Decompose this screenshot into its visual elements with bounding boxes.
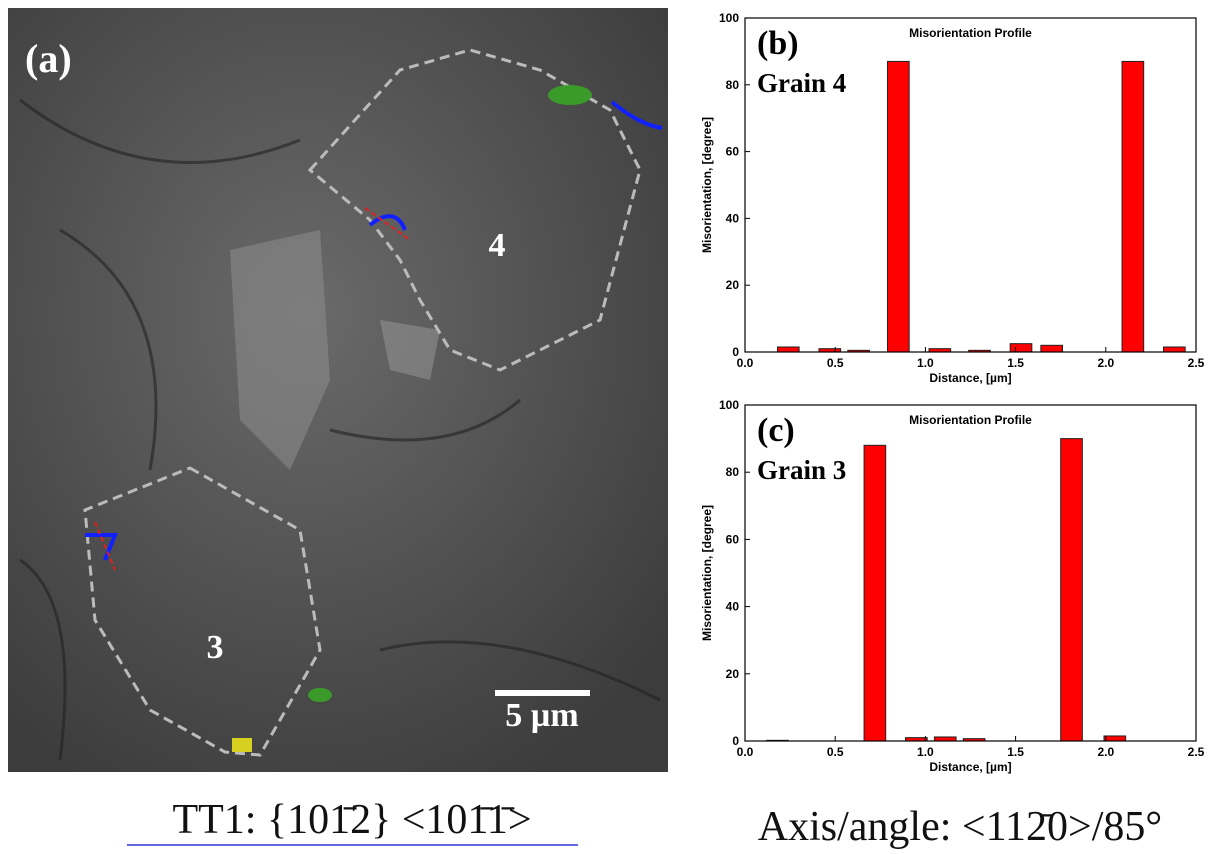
plot-frame bbox=[744, 404, 1197, 742]
grain-boundary bbox=[19, 98, 661, 761]
y-axis-label: Misorientation, [degree] bbox=[700, 505, 714, 641]
micrograph: 5 µm (a) 4 3 bbox=[8, 8, 668, 772]
bar bbox=[863, 444, 887, 742]
x-tick-label: 2.5 bbox=[1188, 356, 1205, 370]
scale-bar-label: 5 µm bbox=[505, 697, 578, 734]
bar bbox=[1121, 60, 1145, 353]
y-tick-label: 80 bbox=[726, 465, 740, 479]
bar bbox=[1163, 346, 1186, 353]
twin-trace bbox=[610, 100, 663, 130]
grain-label: 3 bbox=[207, 629, 224, 666]
y-tick-label: 100 bbox=[719, 398, 739, 412]
x-tick-label: 2.0 bbox=[1097, 745, 1114, 759]
twin-trace bbox=[368, 214, 407, 231]
grain-outline bbox=[307, 48, 642, 372]
x-tick-label: 0.5 bbox=[827, 745, 844, 759]
bar bbox=[1040, 344, 1064, 353]
phase-patch bbox=[548, 85, 592, 105]
x-tick-label: 2.5 bbox=[1188, 745, 1205, 759]
panel-label: (c) bbox=[757, 412, 795, 449]
caption: TT1: {101̄2} <101̄1̄> bbox=[172, 797, 531, 843]
grain-outline bbox=[83, 466, 322, 757]
grain-label: Grain 4 bbox=[757, 68, 846, 98]
profile-line bbox=[94, 521, 116, 571]
panel-label: (a) bbox=[25, 36, 72, 81]
panel-label: (b) bbox=[757, 25, 799, 62]
x-axis-label: Distance, [µm] bbox=[929, 760, 1011, 774]
x-tick-label: 0.5 bbox=[827, 356, 844, 370]
phase-patch bbox=[308, 688, 332, 702]
grain-label: 4 bbox=[489, 227, 506, 264]
x-axis-label: Distance, [µm] bbox=[929, 371, 1011, 385]
x-tick-label: 0.0 bbox=[737, 356, 754, 370]
y-tick-label: 100 bbox=[719, 11, 739, 25]
caption: Axis/angle: <112̄0>/85° bbox=[758, 804, 1162, 849]
x-tick-label: 2.0 bbox=[1097, 356, 1114, 370]
y-tick-label: 40 bbox=[726, 211, 740, 225]
y-tick-label: 0 bbox=[732, 345, 739, 359]
plot-frame bbox=[744, 17, 1197, 353]
x-tick-label: 1.5 bbox=[1007, 356, 1024, 370]
bright-region bbox=[380, 320, 440, 380]
y-tick-label: 60 bbox=[726, 532, 740, 546]
chart-title: Misorientation Profile bbox=[909, 413, 1032, 427]
bar bbox=[1060, 438, 1083, 742]
x-tick-label: 1.0 bbox=[917, 745, 934, 759]
y-axis-label: Misorientation, [degree] bbox=[700, 117, 714, 253]
x-tick-label: 1.0 bbox=[917, 356, 934, 370]
bright-region bbox=[230, 230, 330, 470]
y-tick-label: 0 bbox=[732, 734, 739, 748]
chart-title: Misorientation Profile bbox=[909, 26, 1032, 40]
y-tick-label: 20 bbox=[726, 667, 740, 681]
bar bbox=[776, 346, 800, 353]
y-tick-label: 20 bbox=[726, 278, 740, 292]
x-tick-label: 0.0 bbox=[737, 745, 754, 759]
micrograph-bg bbox=[8, 8, 668, 772]
bar bbox=[1009, 343, 1033, 353]
bar bbox=[887, 60, 910, 353]
y-tick-label: 60 bbox=[726, 145, 740, 159]
y-tick-label: 80 bbox=[726, 78, 740, 92]
profile-line bbox=[364, 207, 411, 241]
bar bbox=[933, 736, 957, 742]
grain-label: Grain 3 bbox=[757, 455, 846, 485]
bar bbox=[1103, 735, 1127, 742]
phase-patch bbox=[232, 738, 252, 752]
x-tick-label: 1.5 bbox=[1007, 745, 1024, 759]
y-tick-label: 40 bbox=[726, 600, 740, 614]
